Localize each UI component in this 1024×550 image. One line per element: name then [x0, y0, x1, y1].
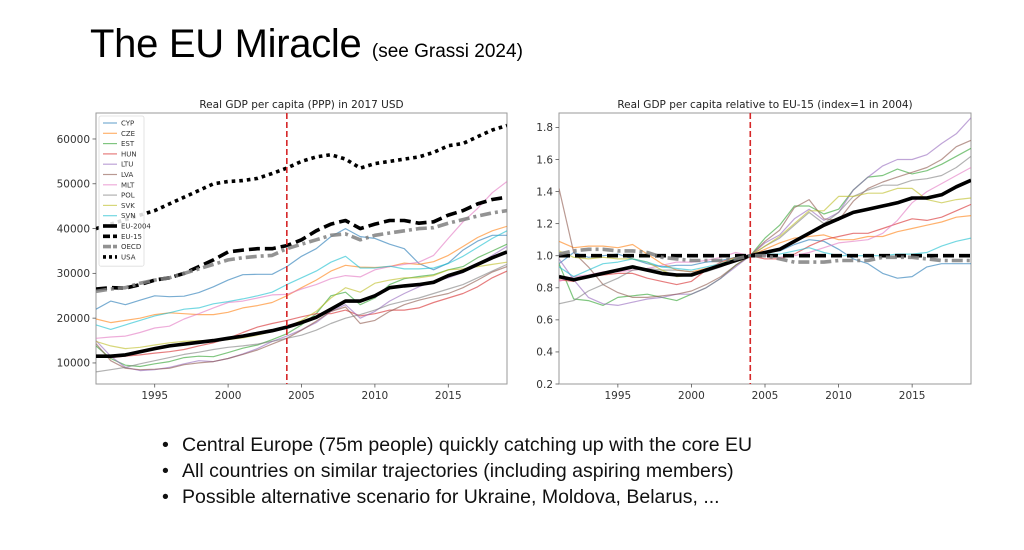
right-y-tick-label: 1.6 — [536, 154, 553, 166]
slide-title: The EU Miracle (see Grassi 2024) — [90, 22, 523, 67]
right-series-oecd — [559, 247, 971, 264]
bullet-list: • Central Europe (75m people) quickly cat… — [158, 432, 752, 510]
bullet-text: Possible alternative scenario for Ukrain… — [182, 486, 720, 508]
legend-label-cyp: CYP — [121, 120, 134, 128]
legend-label-svk: SVK — [121, 202, 135, 210]
left-series-cyp — [96, 228, 507, 310]
bullet-icon: • — [162, 486, 169, 508]
bullet-icon: • — [162, 434, 169, 456]
right-series-group — [559, 117, 971, 306]
legend-label-eu-15: EU-15 — [121, 233, 142, 241]
legend-label-usa: USA — [121, 253, 136, 261]
left-x-tick-label: 2015 — [435, 390, 462, 402]
right-x-tick-label: 2010 — [825, 390, 852, 402]
right-y-tick-label: 0.4 — [536, 347, 553, 359]
left-series-hun — [96, 270, 507, 359]
legend-label-lva: LVA — [121, 171, 133, 179]
left-y-tick-label: 10000 — [57, 358, 90, 370]
left-series-svn — [96, 230, 507, 330]
bullet-icon: • — [162, 460, 169, 482]
left-x-tick-label: 2010 — [362, 390, 389, 402]
left-y-tick-label: 30000 — [57, 268, 90, 280]
left-y-tick-label: 20000 — [57, 313, 90, 325]
legend-label-mlt: MLT — [121, 181, 135, 189]
legend-label-oecd: OECD — [121, 243, 141, 251]
right-chart-title: Real GDP per capita relative to EU-15 (i… — [617, 99, 912, 111]
bullet-text: Central Europe (75m people) quickly catc… — [182, 434, 753, 456]
right-y-tick-label: 1.2 — [536, 218, 553, 230]
left-series-eu-2004 — [96, 250, 507, 358]
right-series-lva — [559, 139, 971, 298]
left-series-group — [96, 123, 507, 373]
right-series-cze — [559, 215, 971, 273]
slide-title-main: The EU Miracle — [90, 22, 362, 66]
right-x-tick-label: 1995 — [604, 390, 631, 402]
left-chart-title: Real GDP per capita (PPP) in 2017 USD — [199, 99, 403, 111]
legend-label-hun: HUN — [121, 150, 137, 158]
left-y-tick-label: 60000 — [57, 134, 90, 146]
left-series-lva — [96, 266, 507, 371]
legend-label-cze: CZE — [121, 130, 135, 138]
left-plot-area — [95, 112, 508, 385]
right-y-tick-label: 1.4 — [536, 186, 553, 198]
right-x-tick-label: 2015 — [899, 390, 926, 402]
left-x-tick-label: 2000 — [215, 390, 242, 402]
right-y-tick-label: 1.0 — [536, 251, 553, 263]
right-y-tick-label: 1.8 — [536, 122, 553, 134]
left-series-pol — [96, 263, 507, 373]
bullet-item: • All countries on similar trajectories (… — [158, 458, 752, 484]
legend-label-svn: SVN — [121, 212, 135, 220]
left-x-tick-label: 2005 — [288, 390, 315, 402]
legend-label-pol: POL — [121, 192, 135, 200]
right-series-svk — [559, 187, 971, 278]
right-y-tick-label: 0.6 — [536, 315, 553, 327]
bullet-item: • Central Europe (75m people) quickly cat… — [158, 432, 752, 458]
right-y-tick-label: 0.8 — [536, 283, 553, 295]
left-series-svk — [96, 261, 507, 350]
left-y-tick-label: 50000 — [57, 179, 90, 191]
slide-title-citation: (see Grassi 2024) — [371, 41, 523, 62]
right-y-tick-label: 0.2 — [536, 379, 553, 391]
right-series-ltu — [559, 117, 971, 306]
right-x-tick-label: 2005 — [752, 390, 779, 402]
legend: CYP CZE EST HUN LTU LVA MLT POL SVK SVN EU-2004 EU-… — [98, 115, 151, 267]
bullet-text: All countries on similar trajectories (i… — [182, 460, 734, 482]
left-y-tick-label: 40000 — [57, 223, 90, 235]
legend-label-est: EST — [121, 140, 135, 148]
left-x-tick-label: 1995 — [141, 390, 168, 402]
left-series-mlt — [96, 181, 507, 339]
right-series-eu-2004 — [559, 178, 971, 282]
right-plot-area — [558, 112, 972, 385]
legend-label-eu-2004: EU-2004 — [121, 223, 151, 231]
left-series-oecd — [96, 208, 507, 294]
legend-label-ltu: LTU — [121, 161, 133, 169]
right-x-tick-label: 2000 — [678, 390, 705, 402]
bullet-item: • Possible alternative scenario for Ukrai… — [158, 484, 752, 510]
